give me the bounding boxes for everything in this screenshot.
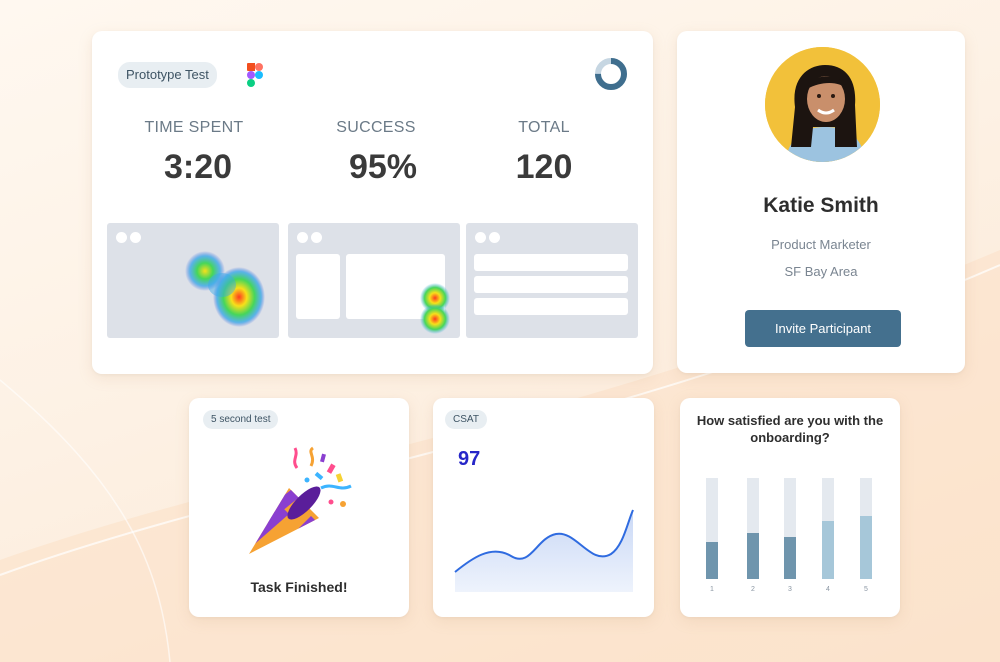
window-dot <box>311 232 322 243</box>
window-dot <box>489 232 500 243</box>
figma-logo-icon <box>247 63 263 87</box>
participant-name: Katie Smith <box>763 194 879 217</box>
five-second-test-badge: 5 second test <box>203 410 279 429</box>
survey-question-card: How satisfied are you with the onboardin… <box>680 398 900 617</box>
task-finished-label: Task Finished! <box>250 579 348 595</box>
rating-bar-label: 4 <box>826 586 830 593</box>
success-label: SUCCESS <box>336 119 416 136</box>
rating-bar-fill <box>706 542 718 579</box>
window-dot <box>297 232 308 243</box>
five-second-test-card: 5 second test Task Finished! <box>189 398 409 617</box>
trend-line <box>454 509 634 573</box>
rating-bar-track <box>706 478 718 579</box>
rating-bar-track <box>860 478 872 579</box>
participant-role: Product Marketer <box>771 237 871 252</box>
rating-bar-track <box>747 478 759 579</box>
time-spent-value: 3:20 <box>163 148 233 186</box>
participant-profile-card: Katie Smith Product Marketer SF Bay Area… <box>677 31 965 373</box>
participant-location: SF Bay Area <box>784 264 858 279</box>
csat-trend-chart <box>454 509 634 592</box>
csat-value: 97 <box>458 448 481 470</box>
list-row <box>474 298 628 315</box>
survey-question: How satisfied are you with the onboardin… <box>696 413 884 445</box>
time-spent-label: TIME SPENT <box>144 119 244 136</box>
total-label: TOTAL <box>518 119 570 136</box>
window-dot <box>475 232 486 243</box>
rating-bar-fill <box>747 533 759 579</box>
rating-bar-fill <box>860 516 872 579</box>
trend-area <box>455 510 633 592</box>
rating-bar-fill <box>822 521 834 579</box>
rating-bar-label: 2 <box>751 586 755 593</box>
rating-bar-label: 3 <box>788 586 792 593</box>
success-value: 95% <box>348 148 418 186</box>
rating-bar-fill <box>784 537 796 579</box>
total-value: 120 <box>515 148 573 186</box>
heatmap-screen-1 <box>107 223 279 338</box>
window-dot <box>116 232 127 243</box>
rating-bar-label: 1 <box>710 586 714 593</box>
csat-card: CSAT 97 <box>433 398 654 617</box>
window-dot <box>130 232 141 243</box>
csat-badge: CSAT <box>445 410 487 429</box>
prototype-test-card: Prototype Test TIME SPENT 3:20 SUCCESS 9… <box>92 31 653 374</box>
invite-participant-button[interactable]: Invite Participant <box>745 310 901 347</box>
list-row <box>474 254 628 271</box>
heatmap-screen-2 <box>288 223 460 338</box>
rating-bar-track <box>822 478 834 579</box>
heatmap-overlay <box>185 251 265 327</box>
rating-bar-label: 5 <box>864 586 868 593</box>
rating-bar-track <box>784 478 796 579</box>
avatar-portrait <box>765 47 880 162</box>
list-screen-3 <box>466 223 638 338</box>
party-popper-icon <box>249 446 352 554</box>
donut-progress-icon <box>595 58 627 90</box>
list-row <box>474 276 628 293</box>
prototype-test-badge: Prototype Test <box>118 62 217 88</box>
content-block <box>296 254 340 319</box>
heatmap-overlay <box>420 283 450 334</box>
avatar <box>765 47 880 162</box>
